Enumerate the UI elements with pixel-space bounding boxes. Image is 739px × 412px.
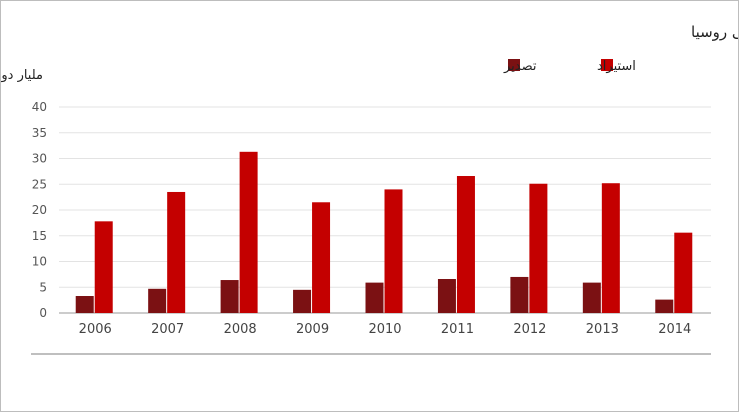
bar-import	[239, 151, 258, 313]
bar-export	[582, 282, 601, 313]
bar-export	[655, 299, 674, 313]
y-tick-label: 10	[32, 255, 47, 269]
bar-import	[384, 189, 403, 313]
x-tick-label: 2011	[441, 322, 474, 337]
y-axis-label: مليار دولار	[1, 68, 43, 83]
x-axis-ticks: 2006 2007 2008 2009 2010 2011 2012 2013 2014	[79, 322, 692, 337]
bar-import	[94, 221, 113, 313]
bar-import	[312, 202, 331, 313]
bar-export	[510, 276, 529, 313]
bar-export	[437, 279, 456, 313]
legend-label-export: تصدير	[503, 59, 537, 74]
bar-export	[293, 289, 312, 313]
legend-swatch-export	[508, 59, 520, 71]
bar-import	[529, 183, 548, 313]
legend: استيراد تصدير	[503, 59, 636, 74]
y-axis-ticks: 0 5 10 15 20 25 30 35 40	[32, 100, 47, 320]
y-tick-label: 0	[39, 306, 47, 320]
y-tick-label: 25	[32, 177, 47, 191]
x-tick-label: 2014	[658, 322, 691, 337]
x-tick-label: 2006	[79, 322, 112, 337]
x-tick-label: 2007	[151, 322, 184, 337]
bar-import	[167, 191, 186, 313]
x-tick-label: 2013	[586, 322, 619, 337]
y-tick-label: 15	[32, 229, 47, 243]
x-tick-label: 2012	[513, 322, 546, 337]
legend-swatch-import	[601, 59, 613, 71]
x-tick-label: 2009	[296, 322, 329, 337]
y-tick-label: 30	[32, 152, 47, 166]
bar-import	[674, 232, 693, 313]
chart-title: الاستيراد والتصدير التركي من والى روسيا	[691, 23, 738, 42]
y-tick-label: 5	[39, 280, 47, 294]
y-tick-label: 40	[32, 100, 47, 114]
x-tick-label: 2010	[368, 322, 401, 337]
bar-export	[75, 296, 94, 313]
legend-label-import: استيراد	[597, 59, 636, 74]
bar-import	[601, 183, 620, 313]
y-tick-label: 20	[32, 203, 47, 217]
bar-export	[220, 280, 239, 313]
x-tick-label: 2008	[224, 322, 257, 337]
bars	[75, 151, 693, 313]
y-tick-label: 35	[32, 126, 47, 140]
bar-export	[148, 288, 167, 313]
bar-export	[365, 282, 384, 313]
bar-import	[456, 176, 475, 313]
